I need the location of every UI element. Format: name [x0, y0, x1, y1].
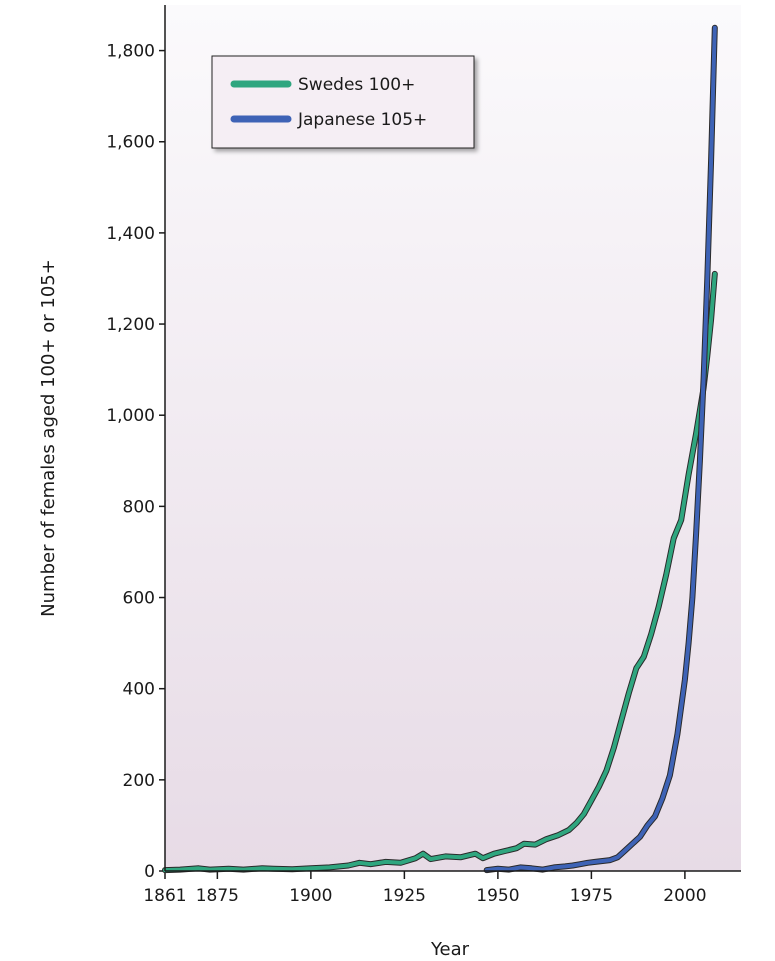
legend-box	[211, 55, 475, 149]
y-tick-label: 200	[123, 771, 155, 791]
y-tick-label: 1,600	[106, 133, 155, 153]
legend-label-japanese: Japanese 105+	[297, 110, 427, 130]
legend-label-swedes: Swedes 100+	[298, 75, 415, 95]
series-lines	[162, 24, 718, 874]
x-axis-title: Year	[430, 939, 470, 960]
x-tick-label: 2000	[663, 886, 706, 906]
y-tick-label: 600	[123, 589, 155, 609]
y-axis-ticks: 0 200 400 600 800 1,000 1,200 1,400 1,600 1,800	[106, 42, 165, 882]
x-tick-label: 1875	[196, 886, 239, 906]
legend: Swedes 100+ Japanese 105+	[211, 55, 475, 149]
y-tick-label: 0	[144, 862, 155, 882]
y-tick-label: 800	[123, 497, 155, 517]
x-tick-label: 1925	[383, 886, 426, 906]
plot-area	[165, 5, 741, 871]
x-tick-label: 1900	[289, 886, 332, 906]
series-line-swedes	[163, 271, 717, 873]
y-tick-label: 1,800	[106, 42, 155, 62]
x-tick-label: 1950	[476, 886, 519, 906]
y-axis-title: Number of females aged 100+ or 105+	[38, 259, 59, 617]
x-tick-label: 1861	[143, 886, 186, 906]
x-tick-label: 1975	[570, 886, 613, 906]
x-axis-ticks: 1861 1875 1900 1925 1950 1975 2000	[143, 871, 707, 906]
y-tick-label: 1,200	[106, 315, 155, 335]
y-tick-label: 1,400	[106, 224, 155, 244]
series-line-japanese	[484, 25, 717, 873]
y-tick-label: 400	[123, 680, 155, 700]
y-tick-label: 1,000	[106, 406, 155, 426]
